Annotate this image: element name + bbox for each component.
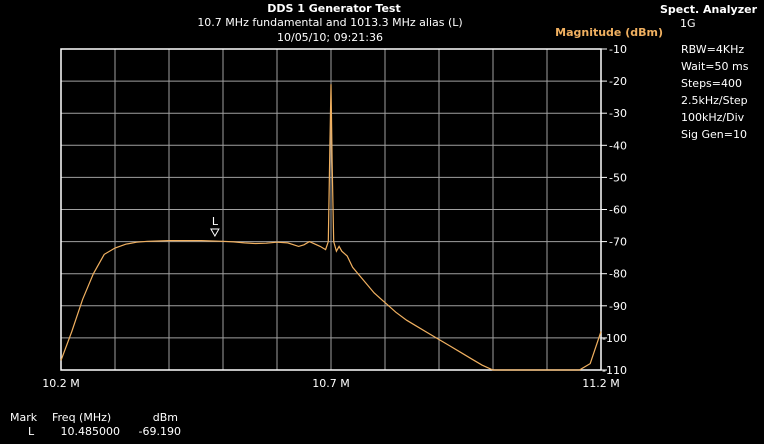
chart-subtitle: 10.7 MHz fundamental and 1013.3 MHz alia…	[197, 16, 462, 29]
x-tick-label: 10.7 M	[312, 377, 349, 390]
setting-line: Sig Gen=10	[681, 128, 747, 141]
y-tick-label: -60	[609, 204, 627, 217]
analyzer-settings: 1G RBW=4KHz Wait=50 ms Steps=400 2.5kHz/Step…	[680, 17, 749, 141]
setting-line: Wait=50 ms	[681, 60, 749, 73]
spectrum-trace	[60, 84, 602, 371]
setting-line: Steps=400	[681, 77, 742, 90]
y-tick-labels: -10 -20 -30 -40 -50 -60 -70 -80 -90 -100 -110	[601, 43, 627, 377]
x-tick-labels: 10.2 M 10.7 M 11.2 M	[42, 377, 619, 390]
marker-label: L	[212, 215, 219, 228]
y-tick-label: -90	[609, 300, 627, 313]
marker-triangle-icon	[210, 228, 220, 238]
analyzer-title: Spect. Analyzer	[660, 3, 758, 16]
marker-readout: Mark Freq (MHz) dBm L 10.485000 -69.190	[10, 411, 181, 438]
x-tick-label: 11.2 M	[582, 377, 619, 390]
y-tick-label: -40	[609, 139, 627, 152]
setting-line: 100kHz/Div	[681, 111, 745, 124]
marker-l[interactable]: L	[210, 215, 220, 238]
y-tick-label: -100	[602, 332, 627, 345]
y-tick-label: -20	[609, 75, 627, 88]
x-tick-label: 10.2 M	[42, 377, 79, 390]
readout-header-freq: Freq (MHz)	[52, 411, 111, 424]
y-axis-label: Magnitude (dBm)	[555, 26, 663, 39]
y-tick-label: -10	[609, 43, 627, 56]
y-tick-label: -110	[602, 364, 627, 377]
setting-line: 1G	[680, 17, 696, 30]
chart-timestamp: 10/05/10; 09:21:36	[277, 31, 383, 44]
setting-line: 2.5kHz/Step	[681, 94, 748, 107]
y-tick-label: -80	[609, 268, 627, 281]
y-tick-label: -50	[609, 171, 627, 184]
readout-freq: 10.485000	[61, 425, 121, 438]
readout-header-mark: Mark	[10, 411, 38, 424]
readout-header-dbm: dBm	[153, 411, 178, 424]
y-tick-label: -70	[609, 236, 627, 249]
readout-mark: L	[28, 425, 35, 438]
chart-title: DDS 1 Generator Test	[267, 2, 401, 15]
setting-line: RBW=4KHz	[681, 43, 744, 56]
readout-dbm: -69.190	[139, 425, 181, 438]
y-tick-label: -30	[609, 107, 627, 120]
plot-grid	[61, 49, 601, 370]
